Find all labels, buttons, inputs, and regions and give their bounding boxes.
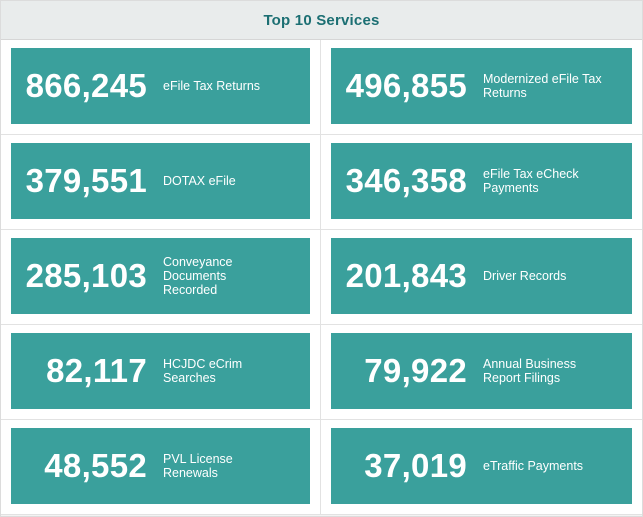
service-count: 285,103 — [25, 257, 147, 294]
service-label: Modernized eFile Tax Returns — [483, 72, 602, 100]
service-tile-etraffic-payments[interactable]: 37,019 eTraffic Payments — [331, 428, 632, 504]
service-tile-pvl-license[interactable]: 48,552 PVL License Renewals — [11, 428, 310, 504]
service-label: eFile Tax Returns — [163, 79, 261, 93]
service-label: Conveyance Documents Recorded — [163, 255, 233, 297]
service-cell: 346,358 eFile Tax eCheck Payments — [321, 135, 642, 230]
service-count: 379,551 — [25, 162, 147, 199]
service-label: eTraffic Payments — [483, 459, 584, 473]
service-cell: 496,855 Modernized eFile Tax Returns — [321, 40, 642, 135]
service-label: eFile Tax eCheck Payments — [483, 167, 579, 195]
service-label: DOTAX eFile — [163, 174, 236, 188]
service-count: 346,358 — [345, 162, 467, 199]
service-cell: 379,551 DOTAX eFile — [1, 135, 321, 230]
service-cell: 866,245 eFile Tax Returns — [1, 40, 321, 135]
service-count: 48,552 — [44, 447, 147, 484]
service-tile-annual-business-report[interactable]: 79,922 Annual Business Report Filings — [331, 333, 632, 409]
service-tile-modernized-efile[interactable]: 496,855 Modernized eFile Tax Returns — [331, 48, 632, 124]
service-count: 496,855 — [345, 67, 467, 104]
service-label: Annual Business Report Filings — [483, 357, 577, 385]
service-tile-efile-echeck[interactable]: 346,358 eFile Tax eCheck Payments — [331, 143, 632, 219]
service-tile-hcjdc-ecrim[interactable]: 82,117 HCJDC eCrim Searches — [11, 333, 310, 409]
service-count: 866,245 — [25, 67, 147, 104]
widget-header: Top 10 Services — [1, 1, 642, 40]
service-count: 79,922 — [364, 352, 467, 389]
service-tile-driver-records[interactable]: 201,843 Driver Records — [331, 238, 632, 314]
service-label: Driver Records — [483, 269, 567, 283]
services-grid: 866,245 eFile Tax Returns 496,855 Modern… — [1, 40, 642, 515]
service-label: HCJDC eCrim Searches — [163, 357, 243, 385]
service-cell: 82,117 HCJDC eCrim Searches — [1, 325, 321, 420]
widget-title: Top 10 Services — [263, 11, 380, 29]
service-tile-conveyance-documents[interactable]: 285,103 Conveyance Documents Recorded — [11, 238, 310, 314]
service-tile-efile-tax-returns[interactable]: 866,245 eFile Tax Returns — [11, 48, 310, 124]
service-cell: 37,019 eTraffic Payments — [321, 420, 642, 515]
service-count: 37,019 — [364, 447, 467, 484]
service-label: PVL License Renewals — [163, 452, 233, 480]
service-cell: 285,103 Conveyance Documents Recorded — [1, 230, 321, 325]
service-cell: 79,922 Annual Business Report Filings — [321, 325, 642, 420]
service-count: 82,117 — [46, 352, 147, 389]
service-count: 201,843 — [345, 257, 467, 294]
service-cell: 48,552 PVL License Renewals — [1, 420, 321, 515]
service-cell: 201,843 Driver Records — [321, 230, 642, 325]
service-tile-dotax-efile[interactable]: 379,551 DOTAX eFile — [11, 143, 310, 219]
